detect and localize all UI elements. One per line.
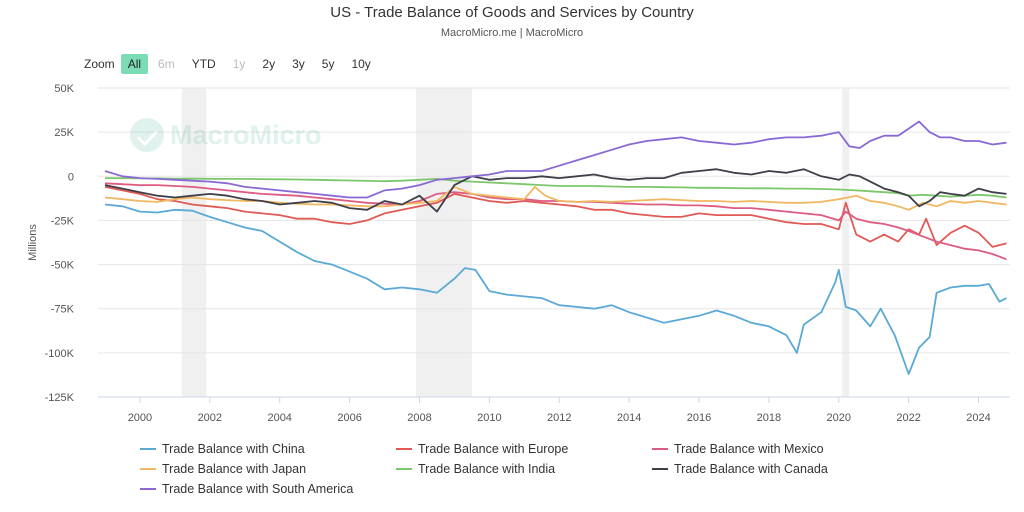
recession-band — [842, 88, 850, 397]
zoom-button-2y[interactable]: 2y — [262, 57, 276, 71]
series-line-trade-balance-with-canada — [104, 168, 1007, 213]
legend-item[interactable]: Trade Balance with India — [396, 462, 555, 476]
legend-item[interactable]: Trade Balance with Mexico — [652, 442, 824, 456]
x-tick-label: 2022 — [896, 412, 920, 424]
y-tick-label: -125K — [45, 392, 75, 404]
legend-swatch — [652, 448, 668, 450]
x-tick-label: 2006 — [337, 412, 361, 424]
legend-swatch — [140, 488, 156, 490]
legend-item[interactable]: Trade Balance with Europe — [396, 442, 568, 456]
legend-label: Trade Balance with China — [162, 442, 305, 456]
zoom-bar: Zoom All 6m YTD 1y 2y 3y 5y 10y — [84, 53, 381, 75]
legend-label: Trade Balance with South America — [162, 482, 354, 496]
zoom-button-ytd[interactable]: YTD — [191, 57, 216, 71]
legend-label: Trade Balance with Canada — [674, 462, 828, 476]
zoom-button-10y[interactable]: 10y — [351, 57, 371, 71]
x-tick-label: 2024 — [966, 412, 990, 424]
chart-plot[interactable]: 50K 25K 0 -25K -50K -75K -100K -125K 2000 2002 200… — [0, 0, 1024, 440]
x-tick-label: 2016 — [687, 412, 711, 424]
series-line-trade-balance-with-europe — [104, 186, 1007, 248]
y-axis-title: Millions — [27, 224, 39, 261]
x-tick-label: 2004 — [267, 412, 291, 424]
x-tick-label: 2020 — [827, 412, 851, 424]
series-line-trade-balance-with-mexico — [104, 182, 1007, 261]
zoom-label: Zoom — [84, 57, 115, 71]
zoom-button-5y[interactable]: 5y — [321, 57, 335, 71]
series-line-trade-balance-with-south-america — [104, 120, 1007, 199]
legend-item[interactable]: Trade Balance with China — [140, 442, 305, 456]
x-tick-label: 2000 — [128, 412, 152, 424]
x-tick-label: 2002 — [198, 412, 222, 424]
legend-label: Trade Balance with Japan — [162, 462, 307, 476]
legend-item[interactable]: Trade Balance with Canada — [652, 462, 828, 476]
legend-swatch — [652, 468, 668, 470]
y-tick-label: 25K — [54, 127, 74, 139]
zoom-button-6m[interactable]: 6m — [158, 57, 175, 71]
recession-band — [415, 88, 472, 397]
legend-swatch — [140, 468, 156, 470]
chart-subtitle: MacroMicro.me | MacroMicro — [440, 27, 584, 39]
zoom-button-all[interactable]: All — [120, 54, 149, 74]
legend-label: Trade Balance with Europe — [418, 442, 569, 456]
legend-swatch — [396, 468, 412, 470]
y-tick-label: -25K — [51, 215, 75, 227]
x-tick-label: 2010 — [477, 412, 501, 424]
zoom-button-1y[interactable]: 1y — [232, 57, 246, 71]
y-tick-label: -50K — [51, 260, 75, 272]
zoom-button-3y[interactable]: 3y — [292, 57, 305, 71]
legend-label: Trade Balance with India — [418, 462, 556, 476]
y-tick-label: 50K — [54, 83, 74, 95]
y-tick-label: -75K — [51, 304, 75, 316]
x-tick-label: 2014 — [617, 412, 641, 424]
x-tick-label: 2012 — [547, 412, 571, 424]
chart-title: US - Trade Balance of Goods and Services… — [330, 4, 694, 21]
legend-item[interactable]: Trade Balance with South America — [140, 482, 353, 496]
series-line-trade-balance-with-india — [104, 177, 1007, 199]
y-tick-label: 0 — [68, 171, 74, 183]
y-tick-label: -100K — [45, 348, 75, 360]
legend-label: Trade Balance with Mexico — [674, 442, 824, 456]
series-line-trade-balance-with-china — [104, 203, 1007, 375]
legend-swatch — [140, 448, 156, 450]
legend-swatch — [396, 448, 412, 450]
x-tick-label: 2008 — [407, 412, 431, 424]
legend-item[interactable]: Trade Balance with Japan — [140, 462, 306, 476]
recession-band — [181, 88, 207, 397]
x-tick-label: 2018 — [757, 412, 781, 424]
